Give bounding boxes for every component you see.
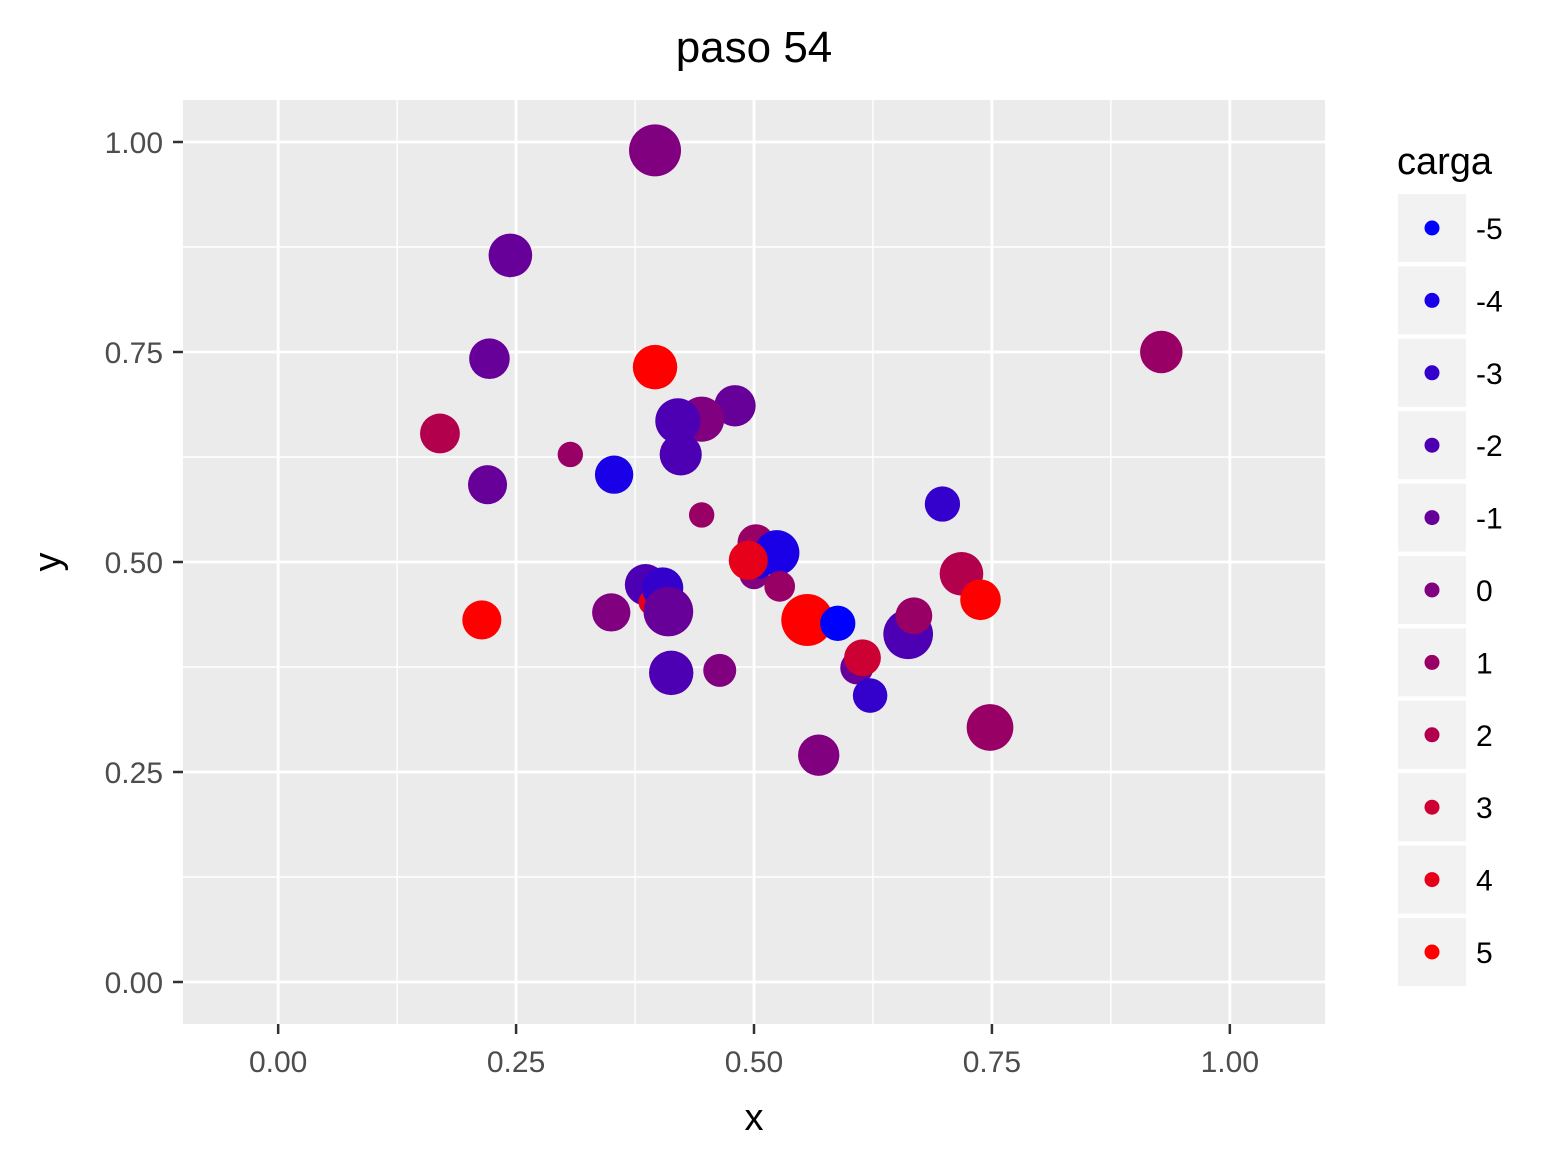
legend-label: -2 bbox=[1476, 430, 1503, 463]
legend-label: 2 bbox=[1476, 720, 1493, 753]
legend-swatch bbox=[1424, 944, 1440, 960]
data-point bbox=[420, 413, 460, 454]
x-tick-label: 0.25 bbox=[487, 1046, 545, 1079]
data-point bbox=[798, 734, 840, 776]
data-point bbox=[703, 653, 737, 687]
legend-label: -3 bbox=[1476, 358, 1503, 391]
data-point bbox=[649, 650, 694, 696]
legend-label: 3 bbox=[1476, 792, 1493, 825]
x-tick-label: 0.50 bbox=[725, 1046, 783, 1079]
legend-title: carga bbox=[1397, 141, 1493, 183]
data-point bbox=[688, 502, 715, 528]
legend-swatch bbox=[1424, 365, 1440, 381]
data-point bbox=[728, 540, 768, 580]
data-point bbox=[467, 465, 508, 505]
legend-swatch bbox=[1424, 654, 1440, 670]
data-point bbox=[764, 571, 796, 602]
y-tick-label: 0.50 bbox=[105, 547, 163, 580]
data-point bbox=[462, 600, 502, 640]
legend-swatch bbox=[1424, 292, 1440, 308]
x-tick-label: 1.00 bbox=[1201, 1046, 1259, 1079]
data-point bbox=[629, 124, 682, 177]
data-point bbox=[960, 579, 1001, 621]
legend-label: 4 bbox=[1476, 865, 1493, 898]
data-point bbox=[820, 605, 856, 641]
chart-title: paso 54 bbox=[676, 23, 833, 72]
legend-swatch bbox=[1424, 872, 1440, 888]
y-tick-label: 1.00 bbox=[105, 127, 163, 160]
y-tick-label: 0.75 bbox=[105, 337, 163, 370]
y-axis-title: y bbox=[27, 553, 69, 572]
legend-label: -4 bbox=[1476, 285, 1503, 318]
x-tick-label: 0.00 bbox=[249, 1046, 307, 1079]
legend-label: -1 bbox=[1476, 503, 1503, 536]
data-point bbox=[488, 233, 533, 278]
data-point bbox=[924, 486, 961, 522]
y-tick-label: 0.00 bbox=[105, 967, 163, 1000]
legend-swatch bbox=[1424, 727, 1440, 743]
axes: 0.00 0.25 0.50 0.75 1.00 0.00 0.25 0.50 0.75 1.00 bbox=[105, 127, 1259, 1079]
data-point bbox=[655, 398, 701, 444]
legend-label: -5 bbox=[1476, 213, 1503, 246]
data-point bbox=[844, 639, 881, 677]
legend-label: 5 bbox=[1476, 937, 1493, 970]
data-point bbox=[632, 344, 678, 390]
legend: carga -5 -4 -3 -2 -1 0 1 2 3 4 5 bbox=[1397, 141, 1503, 986]
data-point bbox=[594, 455, 634, 494]
legend-swatch bbox=[1424, 799, 1440, 815]
y-tick-label: 0.25 bbox=[105, 757, 163, 790]
data-point bbox=[852, 678, 888, 713]
x-tick-label: 0.75 bbox=[963, 1046, 1021, 1079]
data-point bbox=[781, 593, 834, 646]
data-point bbox=[895, 597, 933, 635]
x-axis-title: x bbox=[745, 1097, 764, 1139]
data-point bbox=[1140, 330, 1183, 374]
data-points bbox=[420, 124, 1183, 776]
data-point bbox=[592, 593, 631, 632]
data-point bbox=[557, 441, 584, 468]
data-point bbox=[714, 385, 756, 427]
legend-swatch bbox=[1424, 582, 1440, 598]
legend-swatch bbox=[1424, 510, 1440, 526]
data-point bbox=[643, 586, 694, 637]
data-point bbox=[469, 338, 510, 380]
legend-label: 1 bbox=[1476, 647, 1493, 680]
data-point bbox=[659, 433, 702, 476]
legend-swatch bbox=[1424, 437, 1440, 453]
legend-swatch bbox=[1424, 220, 1440, 236]
legend-label: 0 bbox=[1476, 575, 1493, 608]
data-point bbox=[966, 704, 1014, 751]
